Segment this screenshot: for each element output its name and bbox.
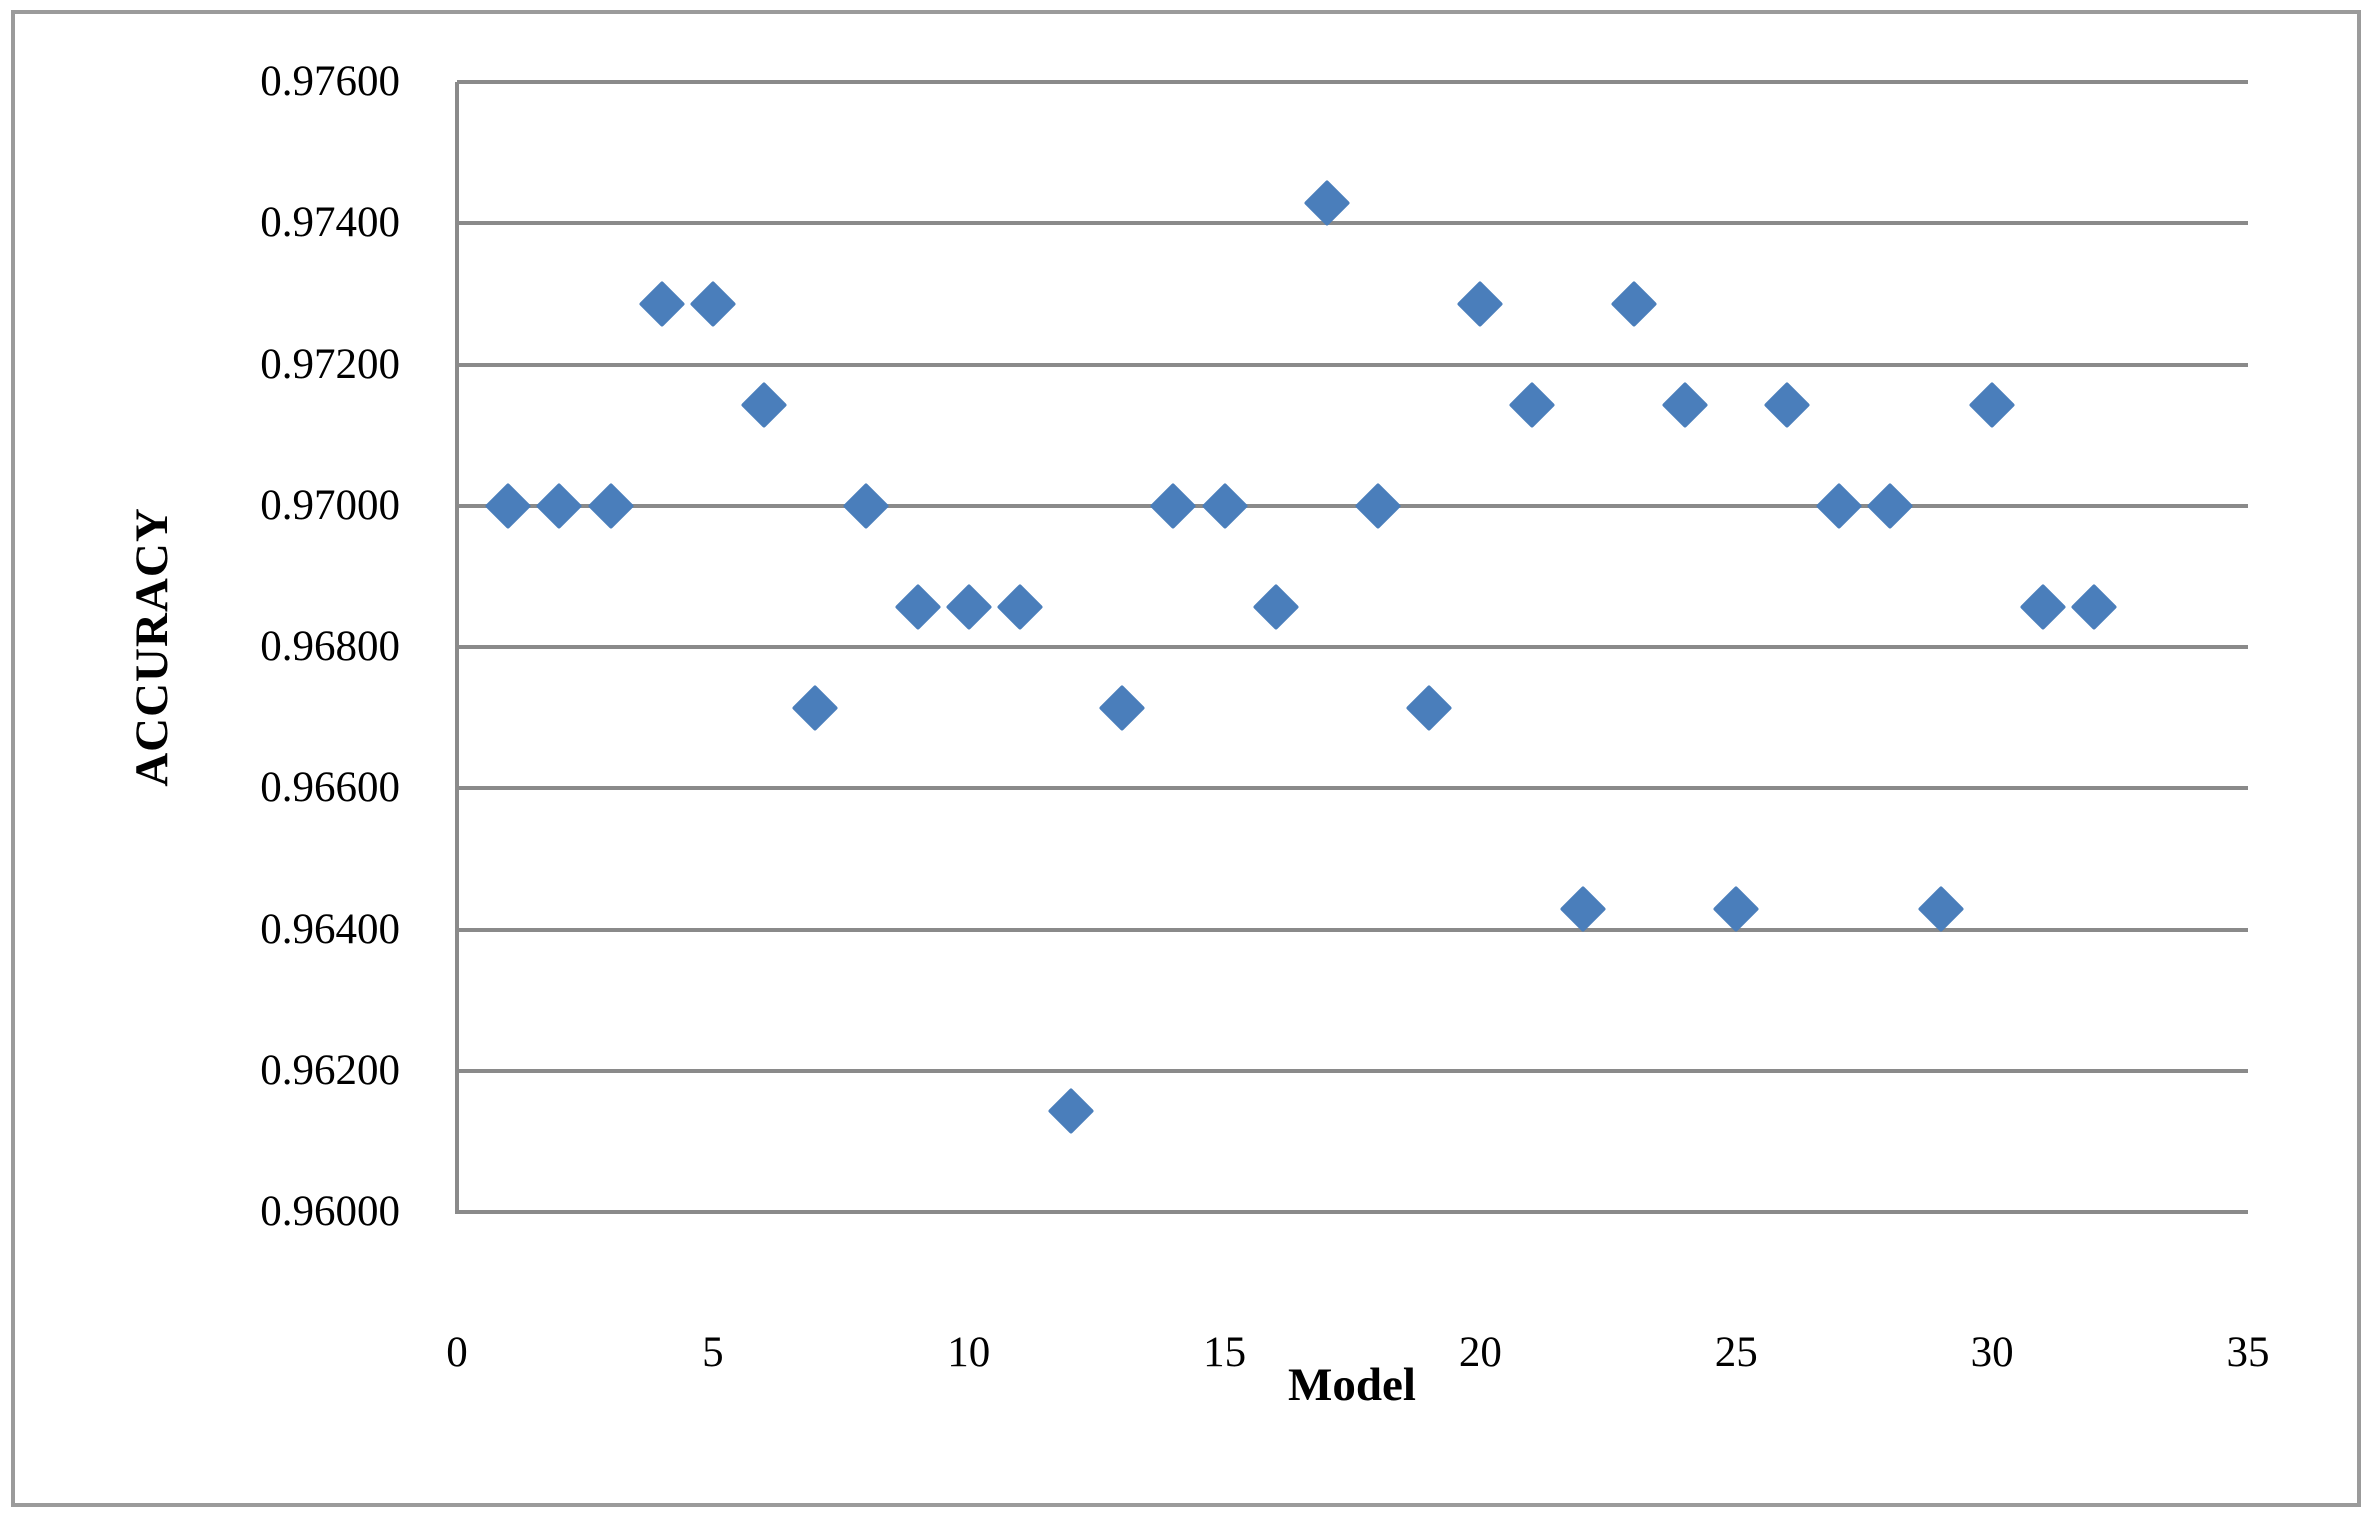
data-point-diamond <box>638 280 686 328</box>
data-point-diamond <box>2071 583 2118 631</box>
data-point-diamond <box>1968 381 2016 429</box>
x-axis-title: Model <box>1288 1359 1416 1411</box>
data-point-diamond <box>1917 885 1965 933</box>
x-tick-label: 5 <box>702 1329 724 1376</box>
data-point-diamond <box>740 381 788 429</box>
x-tick-label: 15 <box>1203 1329 1247 1376</box>
data-point-diamond <box>791 684 839 732</box>
data-point-diamond <box>1764 381 1811 429</box>
y-tick-label: 0.96800 <box>260 623 400 670</box>
y-tick-label: 0.96400 <box>260 905 400 953</box>
data-point-diamond <box>1354 482 1402 530</box>
y-tick-label: 0.96200 <box>260 1046 400 1094</box>
x-tick-label: 30 <box>1970 1329 2014 1376</box>
gridline <box>457 645 2248 649</box>
data-point-diamond <box>484 482 532 530</box>
y-tick-label: 0.96600 <box>260 764 400 812</box>
data-point-diamond <box>1201 482 1248 530</box>
gridline <box>457 1068 2248 1073</box>
x-tick-label: 25 <box>1714 1329 1758 1376</box>
plot-area: 0.96000 0.96200 0.96400 0.96600 0.96800 0.970… <box>260 58 2269 1376</box>
y-tick-label: 0.96000 <box>260 1188 400 1235</box>
data-point-diamond <box>1866 482 1914 530</box>
data-point-diamond <box>2019 583 2067 631</box>
y-tick-label: 0.97000 <box>260 481 400 529</box>
data-point-diamond <box>535 482 583 530</box>
data-point-diamond <box>1457 280 1504 328</box>
figure-border <box>11 10 2361 1507</box>
x-tick-label: 35 <box>2226 1329 2270 1376</box>
x-tick-label: 20 <box>1458 1329 1502 1376</box>
data-point-diamond <box>1303 179 1351 227</box>
data-point-diamond <box>1508 381 1555 429</box>
gridline <box>457 221 2248 226</box>
data-point-diamond <box>843 482 890 530</box>
data-point-diamond <box>1559 885 1607 933</box>
data-point-diamond <box>894 583 941 631</box>
data-point-diamond <box>1150 482 1197 530</box>
data-point-diamond <box>1047 1087 1095 1135</box>
gridline <box>457 1210 2248 1214</box>
data-point-diamond <box>1405 684 1453 732</box>
data-point-diamond <box>1815 482 1862 530</box>
y-axis-line <box>455 82 459 1214</box>
y-tick-label: 0.97600 <box>260 58 400 105</box>
gridline <box>457 927 2248 932</box>
gridline <box>457 786 2248 791</box>
data-point-diamond <box>1610 280 1658 328</box>
data-point-diamond <box>1098 684 1146 732</box>
data-point-diamond <box>1252 583 1300 631</box>
data-point-diamond <box>945 583 993 631</box>
gridline <box>457 503 2248 508</box>
y-tick-label: 0.97200 <box>260 340 400 388</box>
data-point-diamond <box>996 583 1044 631</box>
data-point-diamond <box>587 482 634 530</box>
data-point-diamond <box>1712 885 1760 933</box>
x-tick-label: 0 <box>446 1329 468 1376</box>
y-tick-label: 0.97400 <box>260 199 400 247</box>
gridline <box>457 80 2248 84</box>
data-point-diamond <box>689 280 737 328</box>
data-point-diamond <box>1661 381 1709 429</box>
gridline <box>457 362 2248 367</box>
x-tick-label: 10 <box>947 1329 991 1376</box>
